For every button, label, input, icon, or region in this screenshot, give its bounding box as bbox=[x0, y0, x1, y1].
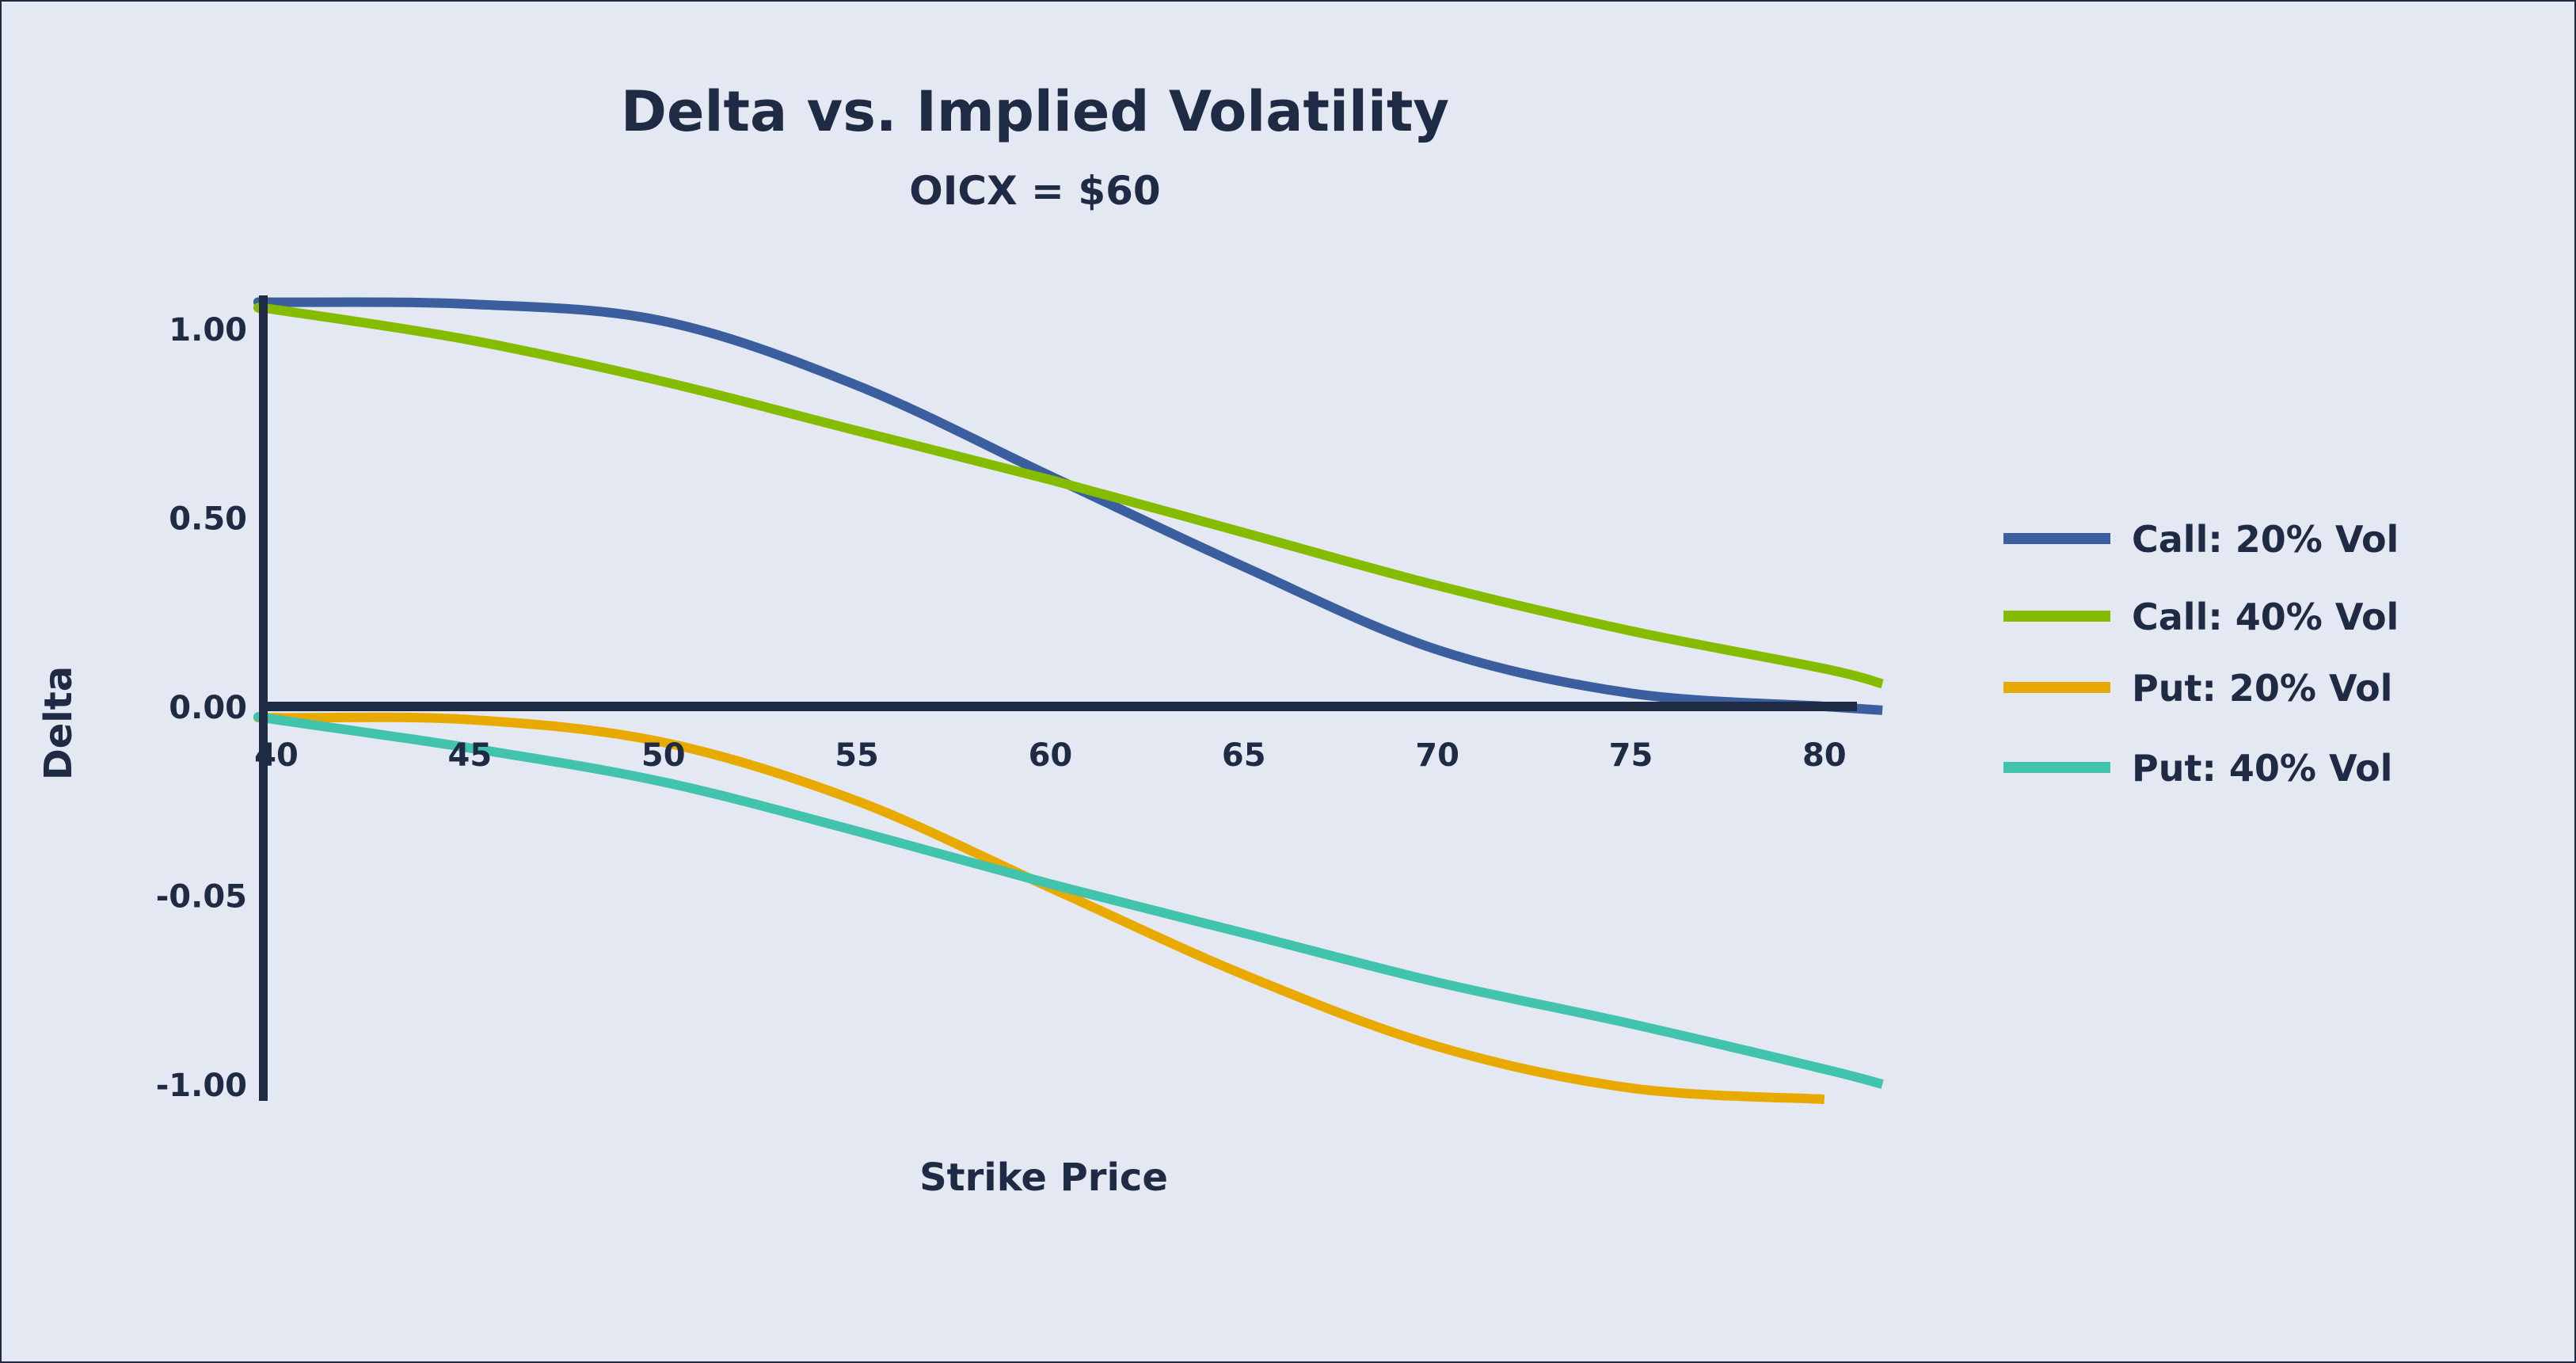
legend-label: Call: 20% Vol bbox=[2132, 518, 2399, 561]
series-line-1 bbox=[253, 303, 1884, 689]
series-line-0 bbox=[253, 297, 1883, 715]
x-axis-label: Strike Price bbox=[919, 1156, 1168, 1200]
x-tick-label: 60 bbox=[1029, 737, 1073, 774]
y-tick-label: 1.00 bbox=[169, 312, 247, 348]
x-tick-label: 55 bbox=[835, 737, 879, 774]
legend-label: Put: 20% Vol bbox=[2132, 667, 2392, 710]
series-line-2 bbox=[253, 712, 1825, 1105]
y-tick-label: -1.00 bbox=[156, 1068, 247, 1104]
legend-swatch bbox=[2003, 762, 2110, 773]
x-tick-label: 65 bbox=[1222, 737, 1266, 774]
legend-item: Call: 40% Vol bbox=[2003, 596, 2399, 638]
y-tick-label: 0.00 bbox=[169, 690, 247, 726]
legend-label: Put: 40% Vol bbox=[2132, 747, 2392, 790]
x-tick-label: 80 bbox=[1802, 737, 1847, 774]
y-tick-label: 0.50 bbox=[169, 501, 247, 538]
chart-title: Delta vs. Implied Volatility bbox=[621, 79, 1449, 144]
zero-line bbox=[263, 702, 1857, 711]
x-tick-label: 70 bbox=[1415, 737, 1459, 774]
legend-swatch bbox=[2003, 611, 2110, 622]
y-tick-label: -0.05 bbox=[156, 879, 247, 916]
legend-item: Call: 20% Vol bbox=[2003, 518, 2399, 561]
chart-subtitle: OICX = $60 bbox=[909, 168, 1160, 214]
x-tick-label: 45 bbox=[448, 737, 493, 774]
legend-label: Call: 40% Vol bbox=[2132, 596, 2399, 638]
x-tick-label: 40 bbox=[254, 737, 299, 774]
y-axis-label: Delta bbox=[36, 666, 81, 780]
x-tick-label: 75 bbox=[1609, 737, 1653, 774]
legend-item: Put: 20% Vol bbox=[2003, 667, 2392, 710]
x-tick-label: 50 bbox=[641, 737, 686, 774]
legend-swatch bbox=[2003, 682, 2110, 693]
legend-swatch bbox=[2003, 533, 2110, 544]
y-axis-line bbox=[259, 295, 268, 1101]
series-line-3 bbox=[253, 712, 1884, 1089]
legend-item: Put: 40% Vol bbox=[2003, 747, 2392, 790]
